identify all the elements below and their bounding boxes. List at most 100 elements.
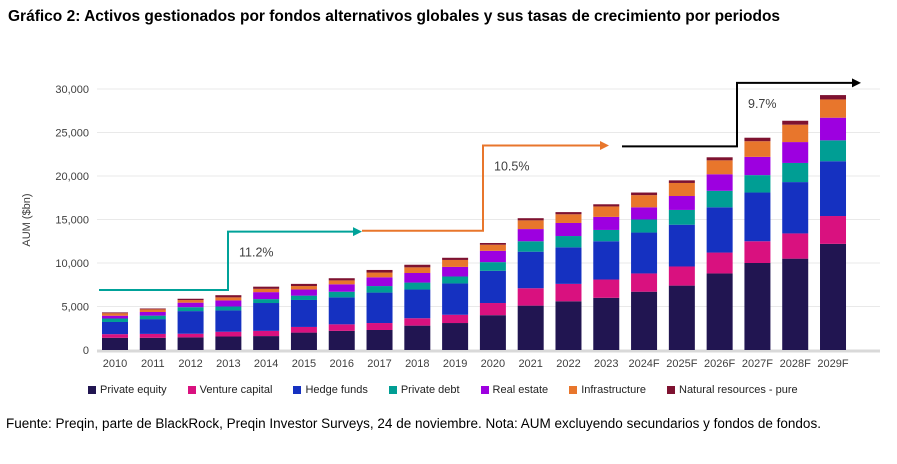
- legend-label: Natural resources - pure: [679, 384, 798, 396]
- bar-segment-private-equity-2010: [102, 337, 128, 350]
- x-tick-label: 2020: [481, 358, 505, 370]
- bar-segment-venture-capital-2018: [404, 318, 431, 326]
- bar-segment-hedge-funds-2015: [290, 299, 317, 327]
- bar-segment-hedge-funds-2013: [215, 310, 242, 332]
- bar-segment-infrastructure-2026F: [706, 160, 733, 175]
- bar-segment-infrastructure-2012: [177, 300, 204, 303]
- x-tick-label: 2013: [216, 358, 240, 370]
- bar-segment-private-equity-2023: [593, 297, 620, 350]
- bar-segment-hedge-funds-2021: [517, 251, 544, 289]
- chart-legend: Private equity Venture capital Hedge funds…: [88, 384, 798, 396]
- bar-segment-venture-capital-2028F: [782, 233, 809, 259]
- bar-segment-private-debt-2021: [517, 241, 544, 252]
- x-tick-label: 2019: [443, 358, 467, 370]
- bar-segment-private-equity-2025F: [668, 285, 695, 350]
- bar-segment-hedge-funds-2028F: [782, 182, 809, 234]
- bar-segment-real-estate-2028F: [782, 142, 809, 163]
- bar-segment-real-estate-2024F: [631, 207, 658, 220]
- bar-segment-venture-capital-2019: [442, 314, 469, 324]
- bar-segment-real-estate-2018: [404, 273, 431, 283]
- x-tick-label: 2018: [405, 358, 429, 370]
- bar-segment-infrastructure-2023: [593, 206, 620, 217]
- bar-segment-private-equity-2011: [139, 337, 166, 350]
- bar-segment-real-estate-2025F: [668, 196, 695, 210]
- x-tick-label: 2023: [594, 358, 618, 370]
- bar-segment-hedge-funds-2029F: [820, 161, 847, 217]
- bar-segment-private-debt-2019: [442, 276, 469, 284]
- y-tick-label: 20,000: [55, 171, 89, 183]
- y-tick-label: 5,000: [61, 302, 89, 314]
- source-note: Fuente: Preqin, parte de BlackRock, Preq…: [6, 416, 821, 431]
- bar-segment-hedge-funds-2019: [442, 283, 469, 315]
- bar-segment-venture-capital-2022: [555, 283, 582, 302]
- bar-segment-real-estate-2022: [555, 222, 582, 237]
- legend-item-infrastructure: Infrastructure: [569, 384, 646, 396]
- bar-segment-infrastructure-2014: [253, 288, 280, 293]
- bar-segment-infrastructure-2022: [555, 214, 582, 223]
- y-tick-label: 0: [83, 345, 89, 357]
- bar-segment-venture-capital-2024F: [631, 273, 658, 292]
- bar-segment-private-debt-2028F: [782, 162, 809, 183]
- growth-rate-label: 10.5%: [494, 160, 529, 174]
- bar-segment-private-equity-2028F: [782, 258, 809, 350]
- bar-segment-private-debt-2015: [290, 295, 317, 300]
- bar-segment-real-estate-2013: [215, 300, 242, 307]
- bar-segment-hedge-funds-2011: [139, 319, 166, 334]
- bar-segment-private-equity-2029F: [820, 243, 847, 350]
- bar-segment-hedge-funds-2024F: [631, 232, 658, 274]
- legend-swatch: [88, 386, 96, 394]
- bar-segment-natural-resources-pure-2026F: [706, 157, 733, 161]
- bar-segment-natural-resources-pure-2016: [328, 278, 355, 281]
- x-tick-label: 2026F: [704, 358, 735, 370]
- x-tick-label: 2017: [367, 358, 391, 370]
- growth-arrow-head: [353, 227, 362, 237]
- y-tick-label: 10,000: [55, 258, 89, 270]
- bar-segment-venture-capital-2025F: [668, 266, 695, 286]
- bar-segment-hedge-funds-2014: [253, 303, 280, 331]
- y-tick-label: 30,000: [55, 84, 89, 96]
- chart-title: Gráfico 2: Activos gestionados por fondo…: [8, 8, 781, 25]
- legend-item-real-estate: Real estate: [480, 384, 548, 396]
- bar-segment-real-estate-2027F: [744, 156, 771, 176]
- growth-arrow-line: [99, 230, 353, 291]
- bar-segment-private-debt-2016: [328, 291, 355, 298]
- bar-segment-real-estate-2017: [366, 277, 393, 287]
- legend-item-private-debt: Private debt: [388, 384, 460, 396]
- growth-arrow-line: [362, 144, 600, 232]
- x-tick-label: 2016: [329, 358, 353, 370]
- bar-segment-real-estate-2023: [593, 216, 620, 230]
- y-tick-label: 15,000: [55, 215, 89, 227]
- bar-segment-hedge-funds-2022: [555, 247, 582, 284]
- bar-segment-venture-capital-2029F: [820, 216, 847, 244]
- legend-item-venture-capital: Venture capital: [187, 384, 272, 396]
- bar-segment-private-debt-2018: [404, 282, 431, 290]
- bar-segment-infrastructure-2025F: [668, 182, 695, 197]
- bar-segment-natural-resources-pure-2014: [253, 286, 280, 289]
- bar-segment-natural-resources-pure-2023: [593, 204, 620, 207]
- bar-segment-private-equity-2022: [555, 301, 582, 350]
- stacked-bar-chart: 0 5,000 10,000 15,000 20,000 25,000 30,000 AUM …: [21, 78, 880, 370]
- legend-swatch: [480, 386, 489, 394]
- growth-arrow-head: [600, 141, 609, 151]
- x-tick-label: 2029F: [817, 358, 848, 370]
- bar-segment-venture-capital-2023: [593, 279, 620, 298]
- bar-segment-private-equity-2019: [442, 323, 469, 350]
- legend-item-natural-resources-pure: Natural resources - pure: [667, 384, 798, 396]
- bar-segment-natural-resources-pure-2022: [555, 212, 582, 215]
- bar-segment-natural-resources-pure-2019: [442, 257, 469, 260]
- bar-segment-natural-resources-pure-2020: [479, 242, 506, 245]
- bar-segment-venture-capital-2011: [139, 333, 166, 338]
- bar-segment-private-equity-2020: [479, 315, 506, 350]
- bar-segment-real-estate-2019: [442, 266, 469, 277]
- x-tick-label: 2010: [103, 358, 127, 370]
- bar-segment-venture-capital-2020: [479, 303, 506, 316]
- bar-segment-hedge-funds-2012: [177, 311, 204, 334]
- growth-rate-label: 9.7%: [748, 97, 777, 111]
- bar-segment-private-debt-2024F: [631, 219, 658, 233]
- bar-segment-infrastructure-2016: [328, 280, 355, 285]
- bar-segment-private-equity-2021: [517, 305, 544, 350]
- y-axis-label: AUM ($bn): [21, 193, 33, 246]
- y-tick-label: 25,000: [55, 128, 89, 140]
- bar-segment-private-equity-2027F: [744, 263, 771, 350]
- bar-segment-venture-capital-2015: [290, 326, 317, 333]
